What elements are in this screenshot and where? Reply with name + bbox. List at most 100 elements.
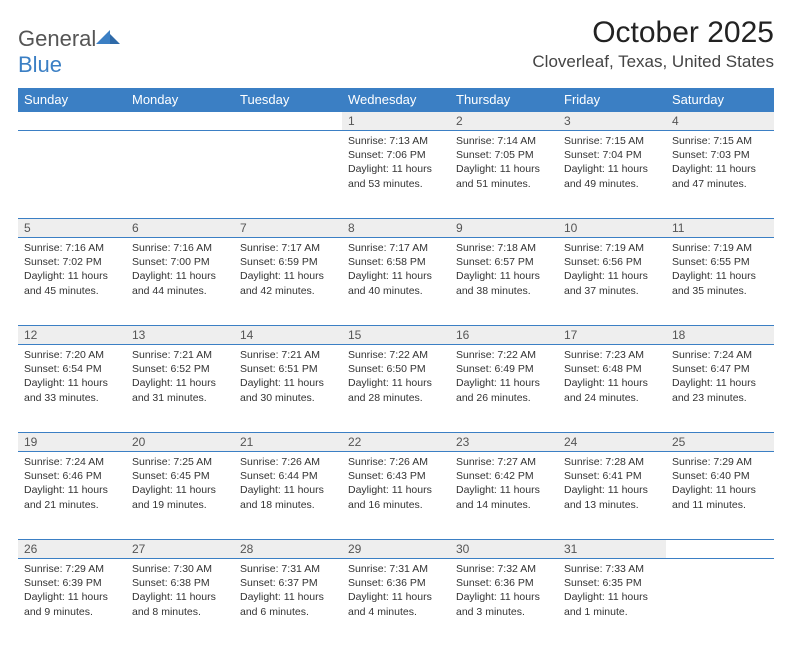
daylight-line: Daylight: 11 hours and 3 minutes. <box>456 590 552 618</box>
day-number: 12 <box>18 326 126 345</box>
sunrise-line: Sunrise: 7:18 AM <box>456 241 552 255</box>
sunrise-line: Sunrise: 7:19 AM <box>672 241 768 255</box>
day-number: 27 <box>126 540 234 559</box>
day-cell: Sunrise: 7:24 AMSunset: 6:47 PMDaylight:… <box>666 345 774 433</box>
sunset-line: Sunset: 6:51 PM <box>240 362 336 376</box>
daylight-line: Daylight: 11 hours and 8 minutes. <box>132 590 228 618</box>
sunrise-line: Sunrise: 7:29 AM <box>24 562 120 576</box>
sunrise-line: Sunrise: 7:29 AM <box>672 455 768 469</box>
day-number: 13 <box>126 326 234 345</box>
day-number: 29 <box>342 540 450 559</box>
week-row: Sunrise: 7:24 AMSunset: 6:46 PMDaylight:… <box>18 452 774 540</box>
day-number: 31 <box>558 540 666 559</box>
daylight-line: Daylight: 11 hours and 49 minutes. <box>564 162 660 190</box>
daynum-row: 19202122232425 <box>18 433 774 452</box>
day-cell: Sunrise: 7:30 AMSunset: 6:38 PMDaylight:… <box>126 559 234 647</box>
day-number: 6 <box>126 219 234 238</box>
day-details: Sunrise: 7:21 AMSunset: 6:51 PMDaylight:… <box>234 345 342 411</box>
sunrise-line: Sunrise: 7:16 AM <box>132 241 228 255</box>
day-cell: Sunrise: 7:16 AMSunset: 7:02 PMDaylight:… <box>18 238 126 326</box>
sunset-line: Sunset: 6:38 PM <box>132 576 228 590</box>
day-details: Sunrise: 7:15 AMSunset: 7:03 PMDaylight:… <box>666 131 774 197</box>
week-row: Sunrise: 7:20 AMSunset: 6:54 PMDaylight:… <box>18 345 774 433</box>
day-details: Sunrise: 7:19 AMSunset: 6:55 PMDaylight:… <box>666 238 774 304</box>
day-number: 7 <box>234 219 342 238</box>
sunset-line: Sunset: 6:43 PM <box>348 469 444 483</box>
day-cell: Sunrise: 7:26 AMSunset: 6:43 PMDaylight:… <box>342 452 450 540</box>
sunset-line: Sunset: 6:44 PM <box>240 469 336 483</box>
sunrise-line: Sunrise: 7:25 AM <box>132 455 228 469</box>
sunset-line: Sunset: 7:05 PM <box>456 148 552 162</box>
day-cell: Sunrise: 7:22 AMSunset: 6:50 PMDaylight:… <box>342 345 450 433</box>
day-number: 21 <box>234 433 342 452</box>
logo-text-blue: Blue <box>18 52 62 77</box>
daylight-line: Daylight: 11 hours and 18 minutes. <box>240 483 336 511</box>
day-number: 25 <box>666 433 774 452</box>
daynum-row: 567891011 <box>18 219 774 238</box>
sunset-line: Sunset: 6:46 PM <box>24 469 120 483</box>
logo-text-gray: General <box>18 26 96 51</box>
daylight-line: Daylight: 11 hours and 44 minutes. <box>132 269 228 297</box>
sunset-line: Sunset: 6:48 PM <box>564 362 660 376</box>
sunrise-line: Sunrise: 7:26 AM <box>348 455 444 469</box>
sunset-line: Sunset: 6:52 PM <box>132 362 228 376</box>
sunset-line: Sunset: 7:00 PM <box>132 255 228 269</box>
day-cell: Sunrise: 7:17 AMSunset: 6:58 PMDaylight:… <box>342 238 450 326</box>
sunrise-line: Sunrise: 7:16 AM <box>24 241 120 255</box>
day-details: Sunrise: 7:24 AMSunset: 6:46 PMDaylight:… <box>18 452 126 518</box>
day-number <box>126 112 234 131</box>
day-header: Monday <box>126 88 234 112</box>
sunrise-line: Sunrise: 7:17 AM <box>348 241 444 255</box>
day-details: Sunrise: 7:18 AMSunset: 6:57 PMDaylight:… <box>450 238 558 304</box>
week-row: Sunrise: 7:16 AMSunset: 7:02 PMDaylight:… <box>18 238 774 326</box>
daylight-line: Daylight: 11 hours and 28 minutes. <box>348 376 444 404</box>
daylight-line: Daylight: 11 hours and 45 minutes. <box>24 269 120 297</box>
sunrise-line: Sunrise: 7:13 AM <box>348 134 444 148</box>
day-details: Sunrise: 7:16 AMSunset: 7:02 PMDaylight:… <box>18 238 126 304</box>
day-cell: Sunrise: 7:18 AMSunset: 6:57 PMDaylight:… <box>450 238 558 326</box>
sunrise-line: Sunrise: 7:14 AM <box>456 134 552 148</box>
day-number: 28 <box>234 540 342 559</box>
day-cell: Sunrise: 7:33 AMSunset: 6:35 PMDaylight:… <box>558 559 666 647</box>
logo: General Blue <box>18 16 122 78</box>
sunrise-line: Sunrise: 7:28 AM <box>564 455 660 469</box>
sunset-line: Sunset: 7:02 PM <box>24 255 120 269</box>
sunset-line: Sunset: 7:04 PM <box>564 148 660 162</box>
sunset-line: Sunset: 7:06 PM <box>348 148 444 162</box>
sunset-line: Sunset: 6:49 PM <box>456 362 552 376</box>
day-cell <box>666 559 774 647</box>
daylight-line: Daylight: 11 hours and 37 minutes. <box>564 269 660 297</box>
sunrise-line: Sunrise: 7:26 AM <box>240 455 336 469</box>
daylight-line: Daylight: 11 hours and 9 minutes. <box>24 590 120 618</box>
daylight-line: Daylight: 11 hours and 14 minutes. <box>456 483 552 511</box>
sunrise-line: Sunrise: 7:19 AM <box>564 241 660 255</box>
day-details: Sunrise: 7:21 AMSunset: 6:52 PMDaylight:… <box>126 345 234 411</box>
day-number: 10 <box>558 219 666 238</box>
daylight-line: Daylight: 11 hours and 26 minutes. <box>456 376 552 404</box>
day-number: 26 <box>18 540 126 559</box>
logo-text: General Blue <box>18 26 122 78</box>
daylight-line: Daylight: 11 hours and 23 minutes. <box>672 376 768 404</box>
daylight-line: Daylight: 11 hours and 4 minutes. <box>348 590 444 618</box>
day-header: Wednesday <box>342 88 450 112</box>
day-number: 9 <box>450 219 558 238</box>
day-number <box>234 112 342 131</box>
sunset-line: Sunset: 6:50 PM <box>348 362 444 376</box>
sunset-line: Sunset: 6:56 PM <box>564 255 660 269</box>
day-number: 19 <box>18 433 126 452</box>
day-number: 8 <box>342 219 450 238</box>
sunrise-line: Sunrise: 7:21 AM <box>240 348 336 362</box>
day-number: 15 <box>342 326 450 345</box>
sunset-line: Sunset: 6:42 PM <box>456 469 552 483</box>
day-number: 16 <box>450 326 558 345</box>
day-cell: Sunrise: 7:31 AMSunset: 6:36 PMDaylight:… <box>342 559 450 647</box>
sunset-line: Sunset: 6:45 PM <box>132 469 228 483</box>
day-number <box>666 540 774 559</box>
day-details: Sunrise: 7:24 AMSunset: 6:47 PMDaylight:… <box>666 345 774 411</box>
day-details: Sunrise: 7:19 AMSunset: 6:56 PMDaylight:… <box>558 238 666 304</box>
daylight-line: Daylight: 11 hours and 40 minutes. <box>348 269 444 297</box>
day-number <box>18 112 126 131</box>
sunset-line: Sunset: 6:36 PM <box>348 576 444 590</box>
daylight-line: Daylight: 11 hours and 42 minutes. <box>240 269 336 297</box>
daylight-line: Daylight: 11 hours and 6 minutes. <box>240 590 336 618</box>
